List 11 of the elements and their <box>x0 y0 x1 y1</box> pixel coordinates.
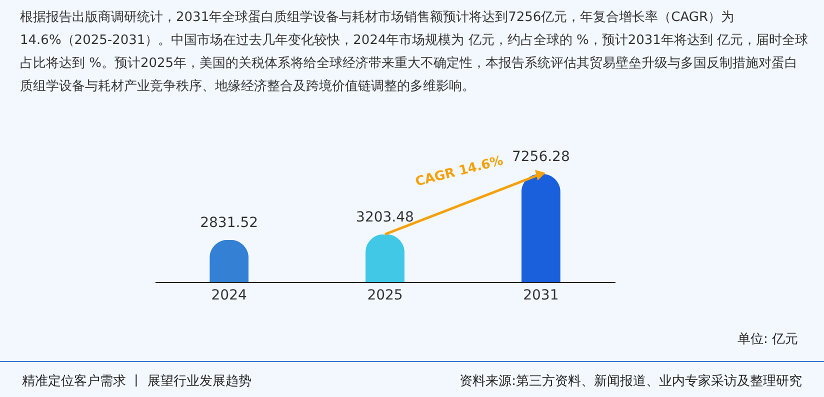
text: 精准定位客户需求 丨 展望行业发展趋势 <box>22 373 252 390</box>
chart-title: 根据报告出版商调研统计，2031年全球蛋白质组学设备与耗材市场销售额预计将达到7256亿元，年复合增长率（CAGR）为14.6%（2025-2031）。中国市场在过去几年变化较快，2024年市场规模为 亿元，约占全球的 %，预计2031年将达到 亿元，届时全球占比将达到 %。预计2025年，美国的关税体系将给全球经济带来重大不确定性，本报告系统评估其贸易壁垒升级与多国反制措施对蛋白质组学设备与耗材产业竞争秩序、地缘经济整合及跨境价值链调整的多维影响。 <box>20 9 810 96</box>
data-label: 2831.52 <box>200 214 258 231</box>
data-label: 3203.48 <box>356 209 414 226</box>
data-label: 7256.28 <box>512 149 570 165</box>
text: 资料来源:第三方资料、新闻报道、业内专家采访及整理研究 <box>460 373 802 390</box>
x-tick-label: 2031 <box>523 288 559 304</box>
x-tick-label: 2025 <box>367 288 403 304</box>
text: 单位: 亿元 <box>737 331 798 348</box>
annotation: CAGR 14.6% <box>414 154 505 190</box>
x-tick-label: 2024 <box>211 288 247 304</box>
